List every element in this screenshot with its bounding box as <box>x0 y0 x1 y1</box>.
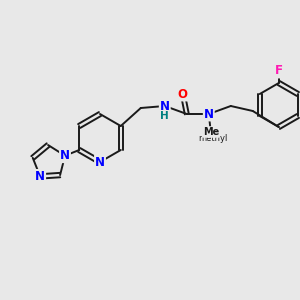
Text: N: N <box>204 107 214 121</box>
Text: N: N <box>95 155 105 169</box>
Text: methyl: methyl <box>198 134 227 143</box>
Text: Me: Me <box>203 127 219 137</box>
Text: N: N <box>160 100 170 112</box>
Text: N: N <box>60 149 70 162</box>
Text: F: F <box>275 64 283 77</box>
Text: O: O <box>178 88 188 100</box>
Text: H: H <box>160 111 169 121</box>
Text: N: N <box>35 170 45 183</box>
